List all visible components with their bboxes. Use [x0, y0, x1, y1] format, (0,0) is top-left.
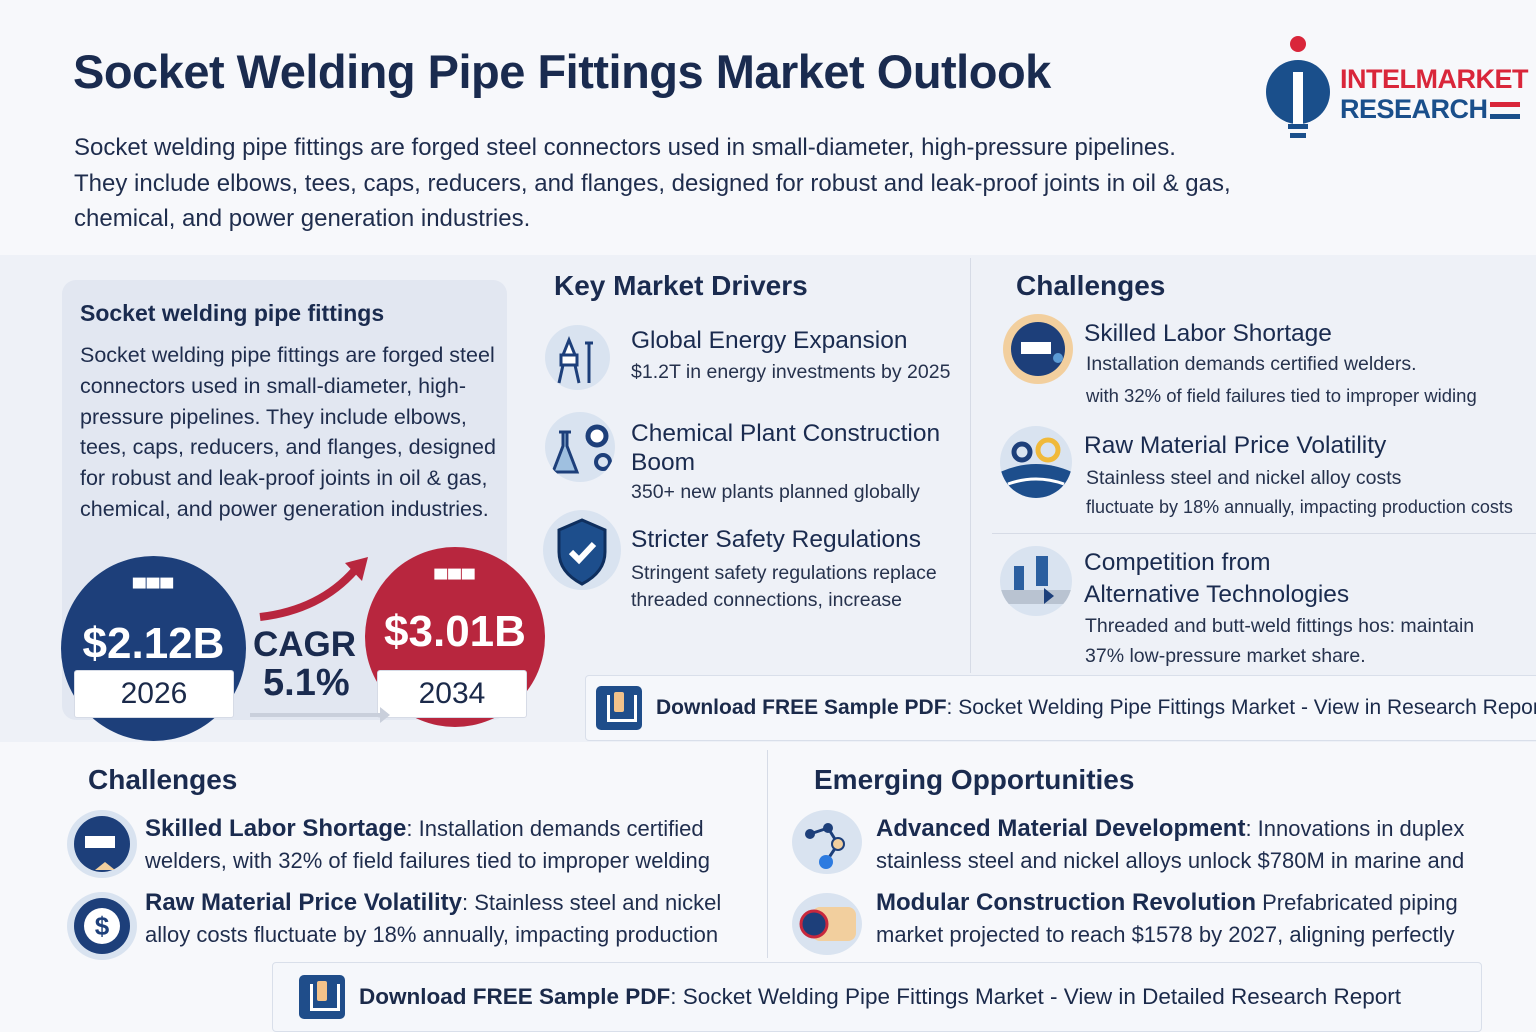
driver-desc: threaded connections, increase [631, 589, 903, 611]
start-value: $2.12B [82, 618, 225, 668]
opportunity-title: Advanced Material Development [876, 815, 1246, 842]
download-link-text: : Socket Welding Pipe Fittings Market - … [946, 696, 1536, 719]
challenge-desc: 37% low-pressure market share. [1085, 645, 1366, 667]
challenge-desc: : Stainless steel and nickel alloy costs… [145, 890, 722, 947]
summary-title: Socket welding pipe fittings [80, 300, 385, 326]
challenge-title: Alternative Technologies [1084, 581, 1350, 608]
opportunity-desc: : Innovations in duplex stainless steel … [876, 816, 1465, 873]
page-title: Socket Welding Pipe Fittings Market Outl… [73, 45, 1051, 98]
cagr-label: CAGR [253, 625, 357, 664]
driver-desc: $1.2T in energy investments by 2025 [631, 361, 951, 383]
challenge-desc: Installation demands certified welders. [1086, 353, 1417, 375]
growth-arrow-icon [250, 557, 390, 723]
driver-title: Stricter Safety Regulations [631, 526, 922, 553]
end-year: 2034 [377, 670, 527, 718]
challenge-desc: : Installation demands certified welders… [145, 816, 710, 873]
shield-check-icon [543, 510, 621, 590]
start-year: 2026 [74, 670, 234, 718]
download-link-text: : Socket Welding Pipe Fittings Market - … [670, 984, 1402, 1009]
challenge-title: Competition from [1084, 549, 1271, 576]
challenges-bottom-heading: Challenges [88, 764, 238, 795]
download-label: Download FREE Sample PDF [359, 984, 671, 1009]
driver-desc: 350+ new plants planned globally [631, 481, 920, 503]
challenge-title: Skilled Labor Shortage [145, 815, 407, 842]
driver-title: Chemical Plant Construction Boom [631, 420, 941, 476]
chemical-flask-gears-icon [545, 412, 615, 482]
driver-title: Global Energy Expansion [631, 327, 908, 354]
challenge-desc: Stainless steel and nickel alloy costs [1086, 467, 1402, 489]
pipe-module-icon [792, 893, 862, 955]
cagr-value: 5.1% [263, 662, 350, 704]
driver-desc: Stringent safety regulations replace [631, 562, 937, 584]
opportunity-item: Modular Construction Revolution Prefabri… [876, 887, 1496, 951]
opportunities-heading: Emerging Opportunities [814, 764, 1135, 795]
logo-bulb-icon [1266, 36, 1330, 138]
challenge-title: Raw Material Price Volatility [1084, 432, 1387, 459]
divider [767, 750, 768, 958]
download-sample-link-bottom[interactable]: Download FREE Sample PDF: Socket Welding… [272, 962, 1482, 1032]
page-description: Socket welding pipe fittings are forged … [74, 134, 1231, 232]
molecule-icon [792, 810, 862, 874]
opportunity-item: Advanced Material Development: Innovatio… [876, 813, 1496, 877]
download-label: Download FREE Sample PDF [656, 696, 947, 719]
opportunity-desc: Prefabricated piping market projected to… [876, 890, 1458, 947]
welder-mask-icon [67, 810, 137, 878]
download-sample-link-top[interactable]: Download FREE Sample PDF: Socket Welding… [585, 675, 1536, 741]
summary-text: Socket welding pipe fittings are forged … [80, 343, 496, 521]
divider [970, 258, 971, 673]
challenge-title: Skilled Labor Shortage [1084, 320, 1332, 347]
download-icon [596, 686, 642, 730]
download-icon [299, 975, 345, 1019]
logo: INTELMARKET RESEARCH [1262, 36, 1528, 146]
challenge-bottom-item: Raw Material Price Volatility: Stainless… [145, 887, 745, 951]
price-volatility-icon [1000, 426, 1072, 498]
challenge-desc: with 32% of field failures tied to impro… [1086, 385, 1477, 406]
challenges-heading: Challenges [1016, 270, 1166, 301]
pipes-icon [1000, 546, 1072, 616]
welder-mask-icon [1003, 314, 1073, 384]
challenge-bottom-item: Skilled Labor Shortage: Installation dem… [145, 813, 745, 877]
challenge-title: Raw Material Price Volatility [145, 889, 463, 916]
logo-line1: INTELMARKET [1340, 64, 1528, 94]
end-value: $3.01B [384, 607, 526, 656]
challenge-desc: Threaded and butt-weld fittings hos: mai… [1085, 615, 1475, 637]
drivers-heading: Key Market Drivers [554, 270, 808, 301]
svg-text:$: $ [95, 911, 110, 941]
logo-line2: RESEARCH [1340, 94, 1488, 124]
opportunity-title: Modular Construction Revolution [876, 889, 1256, 916]
dollar-cycle-icon: $ [67, 892, 137, 960]
challenge-desc: fluctuate by 18% annually, impacting pro… [1086, 497, 1513, 517]
divider [992, 533, 1536, 534]
oil-rig-icon [545, 325, 610, 390]
